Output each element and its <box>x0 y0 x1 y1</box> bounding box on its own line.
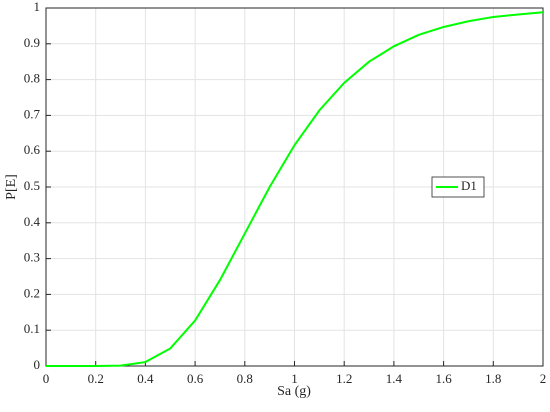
y-tick-label: 0.7 <box>24 106 41 121</box>
y-tick-label: 0.3 <box>24 250 40 265</box>
y-tick-label: 0.8 <box>24 71 40 86</box>
x-axis-label: Sa (g) <box>277 384 311 399</box>
x-tick-label: 1 <box>291 371 298 386</box>
y-tick-label: 0.1 <box>24 321 40 336</box>
x-tick-label: 0.6 <box>187 371 204 386</box>
y-tick-label: 0.5 <box>24 178 40 193</box>
axes-frame <box>45 7 544 367</box>
x-tick-label: 1.4 <box>386 371 403 386</box>
x-tick-label: 0.4 <box>137 371 154 386</box>
y-tick-label: 0.6 <box>24 142 41 157</box>
y-tick-label: 0.2 <box>24 285 40 300</box>
y-axis-label: P[E] <box>4 174 19 200</box>
x-tick-label: 0 <box>43 371 50 386</box>
y-tick-label: 0.4 <box>24 214 41 229</box>
y-tick-label: 1 <box>34 0 41 14</box>
x-tick-label: 1.6 <box>435 371 452 386</box>
x-tick-label: 0.2 <box>88 371 104 386</box>
x-tick-label: 2 <box>540 371 547 386</box>
x-tick-label: 1.8 <box>485 371 501 386</box>
data-line <box>46 11 544 367</box>
x-tick-label: 1.2 <box>336 371 352 386</box>
x-tick-label: 0.8 <box>237 371 253 386</box>
y-tick-label: 0 <box>34 357 41 372</box>
legend-label: D1 <box>461 178 477 193</box>
y-tick-label: 0.9 <box>24 35 40 50</box>
